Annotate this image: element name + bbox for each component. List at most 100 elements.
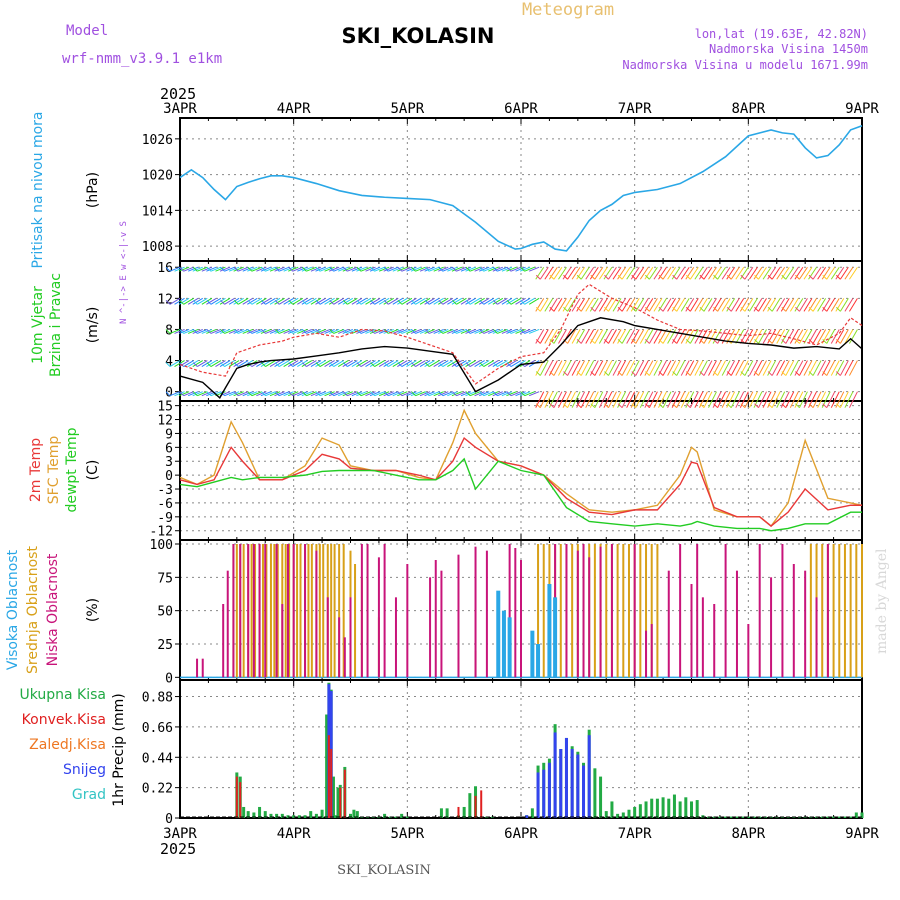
wind-barb-flag [438, 299, 444, 305]
low-cloud-bar [696, 544, 699, 678]
wind-barb-flag [767, 339, 773, 344]
wind-barb [210, 360, 222, 367]
low-cloud-bar [679, 544, 682, 678]
wind-barb-flag [165, 362, 171, 367]
wind-barb [771, 329, 781, 344]
wind-barb-flag [165, 391, 171, 397]
wind-barb-flag [631, 403, 637, 409]
wind-barb [585, 360, 595, 376]
wind-barb-flag [604, 371, 609, 376]
wind-barb-flag [493, 391, 498, 397]
wind-barb [392, 328, 403, 334]
wind-barb [342, 391, 353, 397]
wind-barb [515, 266, 526, 272]
wind-barb [658, 329, 667, 344]
wind-barb [206, 266, 217, 272]
wind-barb [671, 266, 681, 280]
wind-barb-flag [465, 362, 471, 367]
precip-total-bar [292, 815, 296, 818]
wind-barb-flag [288, 329, 294, 334]
precip-total-bar [832, 816, 836, 818]
wind-barb [653, 391, 663, 408]
wind-barb [192, 297, 203, 305]
wind-barb [365, 297, 376, 305]
wind-barb [319, 297, 331, 305]
wind-barb [703, 360, 713, 376]
wind-barb [383, 391, 394, 397]
x-day-label-bottom: 3APR [163, 826, 197, 842]
wind-barb [808, 298, 817, 312]
wind-barb [844, 360, 854, 376]
wind-barb-flag [370, 362, 375, 367]
wind-barb [260, 297, 272, 305]
wind-barb [712, 266, 722, 280]
low-cloud-bar [770, 577, 773, 678]
wind-barb [808, 360, 817, 376]
wind-barb [506, 391, 517, 397]
wind-barb-flag [479, 362, 485, 367]
wind-barb [758, 329, 767, 344]
wind-barb [174, 391, 185, 397]
wind-barb [278, 391, 290, 397]
precip-total-bar [252, 812, 256, 818]
wind-barb [356, 266, 367, 272]
wind-barb [224, 391, 235, 397]
wind-barb [497, 391, 508, 397]
wind-barb [238, 328, 249, 334]
precip-snow-bar [564, 737, 568, 818]
wind-barb [515, 391, 526, 397]
wind-barb [419, 328, 431, 334]
mid-cloud-bar [559, 544, 562, 678]
wind-barb [639, 360, 649, 376]
wind-barb [635, 360, 645, 376]
wind-barb [626, 391, 636, 408]
wind-barb [529, 328, 540, 334]
wind-barb [187, 360, 199, 367]
low-cloud-bar [582, 544, 585, 678]
wind-ylabel: (m/s) [85, 307, 101, 344]
wind-barb [698, 298, 708, 312]
wind-barb [387, 360, 399, 367]
wind-barb [383, 328, 394, 334]
wind-barb-flag [685, 403, 691, 409]
wind-barb [178, 266, 190, 272]
wind-barb [278, 328, 290, 334]
wind-barb [497, 266, 508, 272]
wind-barb-flag [383, 299, 389, 305]
precip-snow-bar [559, 749, 563, 818]
wind-barb [510, 360, 522, 367]
wind-barb [598, 360, 608, 376]
wind-barb-flag [438, 329, 444, 334]
precip-snow-bar [582, 765, 586, 818]
wind-barb-flag [179, 391, 184, 397]
wind-barb [621, 298, 631, 312]
x-day-label-bottom: 5APR [390, 826, 424, 842]
wind-barb [260, 360, 272, 367]
wind-barb [297, 297, 308, 305]
wind-barb-flag [754, 306, 759, 312]
precip-total-bar [849, 816, 853, 818]
mid-cloud-bar [307, 544, 310, 678]
wind-barb-flag [617, 371, 623, 376]
wind-barb [251, 297, 263, 305]
y-tick-label: 15 [157, 400, 173, 415]
wind-barb [488, 328, 499, 334]
precip-total-bar [383, 813, 387, 818]
wind-barb [424, 391, 435, 397]
wind-barb-flag [452, 362, 457, 367]
wind-barb [780, 298, 790, 312]
wind-barb [338, 391, 349, 397]
wind-barb [671, 298, 681, 312]
wind-barb [589, 360, 599, 376]
low-cloud-bar [610, 544, 613, 678]
wind-barb [288, 266, 299, 272]
wind-barb-flag [726, 306, 732, 312]
wind-barb [324, 391, 335, 397]
wind-barb [315, 391, 326, 397]
wind-barb [644, 329, 654, 344]
wind-barb [585, 391, 595, 408]
wind-barb-flag [658, 339, 664, 344]
wind-barb-flag [699, 339, 705, 344]
wind-barb-flag [604, 274, 609, 280]
wind-barb [265, 266, 276, 272]
